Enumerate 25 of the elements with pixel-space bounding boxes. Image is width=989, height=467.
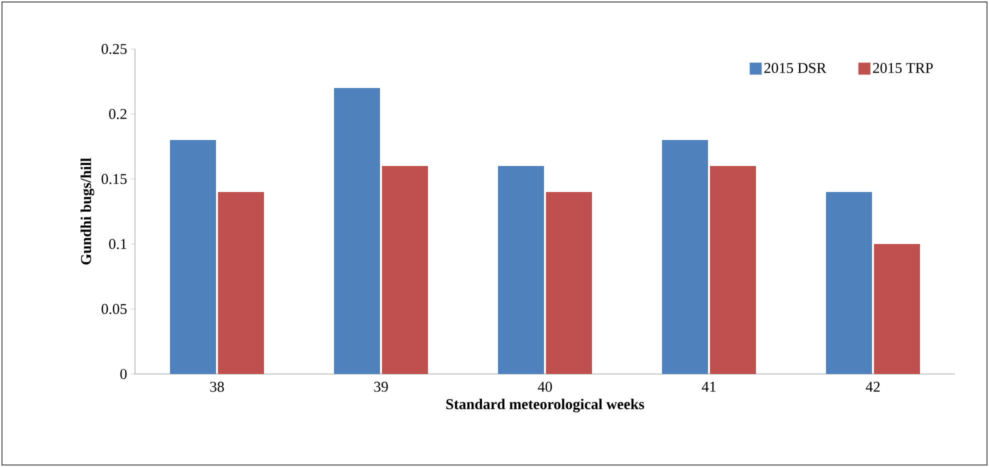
- y-tick-label: 0.1: [109, 238, 126, 250]
- legend-label: 2015 TRP: [873, 62, 933, 74]
- y-tick-label: 0.25: [102, 44, 127, 54]
- bar: [334, 88, 380, 374]
- x-tick-label: 40: [538, 382, 552, 392]
- x-axis-title: Standard meteorological weeks: [446, 398, 644, 412]
- y-tick-label: 0: [120, 368, 127, 380]
- x-tick-label: 41: [702, 382, 716, 392]
- legend-label: 2015 DSR: [764, 62, 826, 74]
- x-tick-label: 42: [866, 382, 880, 392]
- bar: [170, 140, 216, 374]
- bar: [874, 244, 920, 374]
- x-tick-label: 38: [210, 382, 224, 392]
- bar: [546, 192, 592, 374]
- bar: [710, 166, 756, 374]
- y-tick-label: 0.15: [102, 174, 127, 184]
- y-tick-label: 0.05: [102, 304, 127, 314]
- y-tick-label: 0.2: [109, 108, 126, 120]
- bar: [218, 192, 264, 374]
- x-tick-label: 39: [374, 382, 388, 392]
- bar: [662, 140, 708, 374]
- bar: [498, 166, 544, 374]
- bar: [382, 166, 428, 374]
- y-axis-title: Gundhi bugs/hill: [80, 158, 94, 265]
- bar: [826, 192, 872, 374]
